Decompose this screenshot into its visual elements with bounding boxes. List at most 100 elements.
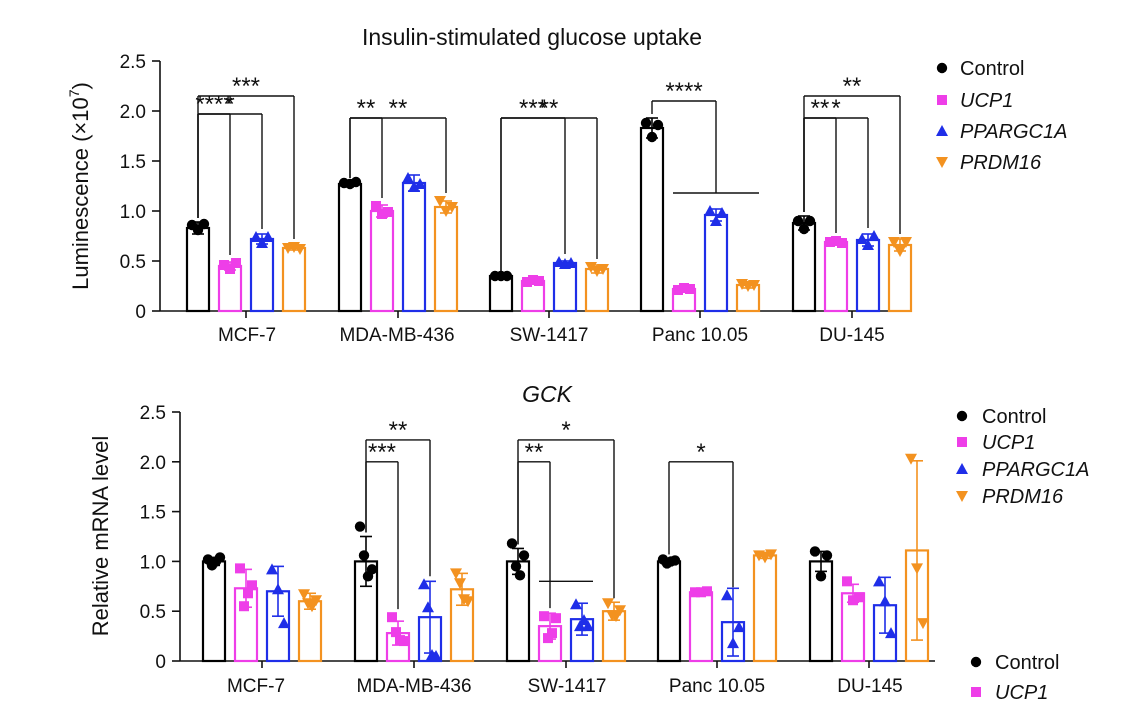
data-point bbox=[879, 595, 891, 607]
significance-label: ** bbox=[811, 95, 830, 122]
data-point bbox=[885, 627, 897, 639]
y-axis-label-text: Relative mRNA level bbox=[88, 436, 113, 637]
bar bbox=[552, 261, 578, 313]
data-point bbox=[235, 563, 245, 574]
data-point bbox=[408, 181, 420, 192]
chart-title: GCK bbox=[522, 381, 574, 407]
data-point bbox=[310, 595, 322, 607]
data-point bbox=[669, 555, 681, 566]
significance-bracket: ** bbox=[349, 95, 447, 193]
data-point bbox=[446, 202, 458, 213]
bar bbox=[249, 237, 275, 313]
significance-label: ** bbox=[843, 73, 862, 100]
data-point bbox=[298, 589, 310, 601]
significance-bracket: ** bbox=[500, 95, 598, 271]
data-point bbox=[256, 237, 268, 248]
data-point bbox=[585, 262, 597, 273]
x-tick-label: Panc 10.05 bbox=[669, 676, 765, 697]
significance-bracket: **** bbox=[651, 78, 759, 194]
data-point bbox=[831, 236, 841, 246]
data-point bbox=[673, 285, 683, 295]
significance-bracket: ** bbox=[365, 417, 431, 577]
data-point bbox=[454, 578, 466, 590]
legend-marker bbox=[956, 410, 968, 422]
data-point bbox=[294, 244, 306, 255]
x-tick-label: MDA-MB-436 bbox=[356, 676, 471, 697]
y-axis-label-text: Luminescence (×10 bbox=[68, 97, 93, 290]
data-point bbox=[582, 620, 594, 632]
data-point bbox=[539, 611, 549, 622]
legend: Control UCP1 PPARGC1A PRDM16 bbox=[936, 58, 1067, 174]
data-point bbox=[868, 230, 880, 241]
x-tick-label: DU-145 bbox=[837, 676, 902, 697]
data-point bbox=[696, 587, 706, 598]
data-point bbox=[225, 264, 235, 274]
significance-label: * bbox=[225, 91, 234, 118]
y-tick-label: 1.0 bbox=[140, 552, 166, 573]
y-tick-label: 1.0 bbox=[120, 202, 146, 223]
bar bbox=[488, 274, 514, 313]
legend-label: UCP1 bbox=[960, 90, 1013, 112]
y-tick-label: 1.5 bbox=[140, 503, 166, 524]
data-point bbox=[900, 237, 912, 248]
data-point bbox=[716, 207, 728, 218]
bar bbox=[281, 246, 307, 313]
y-tick-label: 2.5 bbox=[120, 52, 146, 73]
data-point bbox=[690, 587, 700, 598]
data-point bbox=[597, 264, 609, 275]
significance-bracket: *** bbox=[197, 73, 295, 239]
data-point bbox=[350, 176, 362, 188]
data-point bbox=[815, 571, 827, 582]
data-point bbox=[462, 596, 474, 608]
data-point bbox=[219, 260, 229, 270]
bar bbox=[855, 238, 881, 313]
data-point bbox=[354, 521, 366, 532]
data-point bbox=[518, 550, 530, 561]
significance-bracket: * bbox=[668, 439, 734, 588]
data-point bbox=[534, 276, 544, 286]
significance-label: * bbox=[696, 439, 705, 466]
y-tick-label: 0 bbox=[135, 302, 146, 323]
data-point bbox=[510, 561, 522, 572]
significance-label: ** bbox=[525, 439, 544, 466]
data-point bbox=[414, 178, 426, 189]
data-point bbox=[247, 580, 257, 591]
data-point bbox=[792, 215, 804, 227]
data-point bbox=[506, 538, 518, 549]
data-point bbox=[905, 453, 917, 465]
y-axis-label-exponent: 7 bbox=[66, 89, 82, 97]
data-point bbox=[842, 576, 852, 587]
data-point bbox=[911, 563, 923, 575]
legend-marker bbox=[936, 157, 948, 168]
y-tick-label: 0 bbox=[155, 652, 166, 673]
data-point bbox=[848, 595, 858, 606]
data-point bbox=[798, 223, 810, 235]
data-point bbox=[640, 117, 652, 129]
significance-bracket: ** bbox=[803, 73, 901, 234]
significance-label: **** bbox=[665, 78, 702, 105]
extra-legend: Control UCP1 bbox=[970, 652, 1059, 704]
data-point bbox=[804, 215, 816, 227]
legend-marker bbox=[956, 463, 968, 474]
y-tick-label: 2.0 bbox=[120, 102, 146, 123]
legend-label: PRDM16 bbox=[982, 486, 1064, 508]
y-axis-label: Relative mRNA level bbox=[88, 436, 113, 637]
significance-label: * bbox=[831, 95, 840, 122]
data-point bbox=[366, 564, 378, 575]
data-point bbox=[862, 239, 874, 250]
bar bbox=[791, 221, 817, 313]
data-point bbox=[528, 275, 538, 285]
bar bbox=[401, 181, 427, 313]
data-point bbox=[266, 563, 278, 575]
data-point bbox=[214, 552, 226, 563]
x-tick-label: MCF-7 bbox=[227, 676, 285, 697]
data-point bbox=[602, 598, 614, 610]
data-point bbox=[748, 280, 760, 291]
bar bbox=[823, 240, 849, 313]
data-point bbox=[440, 206, 452, 217]
legend-marker bbox=[956, 491, 968, 502]
data-point bbox=[570, 598, 582, 610]
bar bbox=[639, 126, 665, 313]
significance-label: ** bbox=[540, 95, 559, 122]
legend-label: UCP1 bbox=[995, 682, 1048, 704]
